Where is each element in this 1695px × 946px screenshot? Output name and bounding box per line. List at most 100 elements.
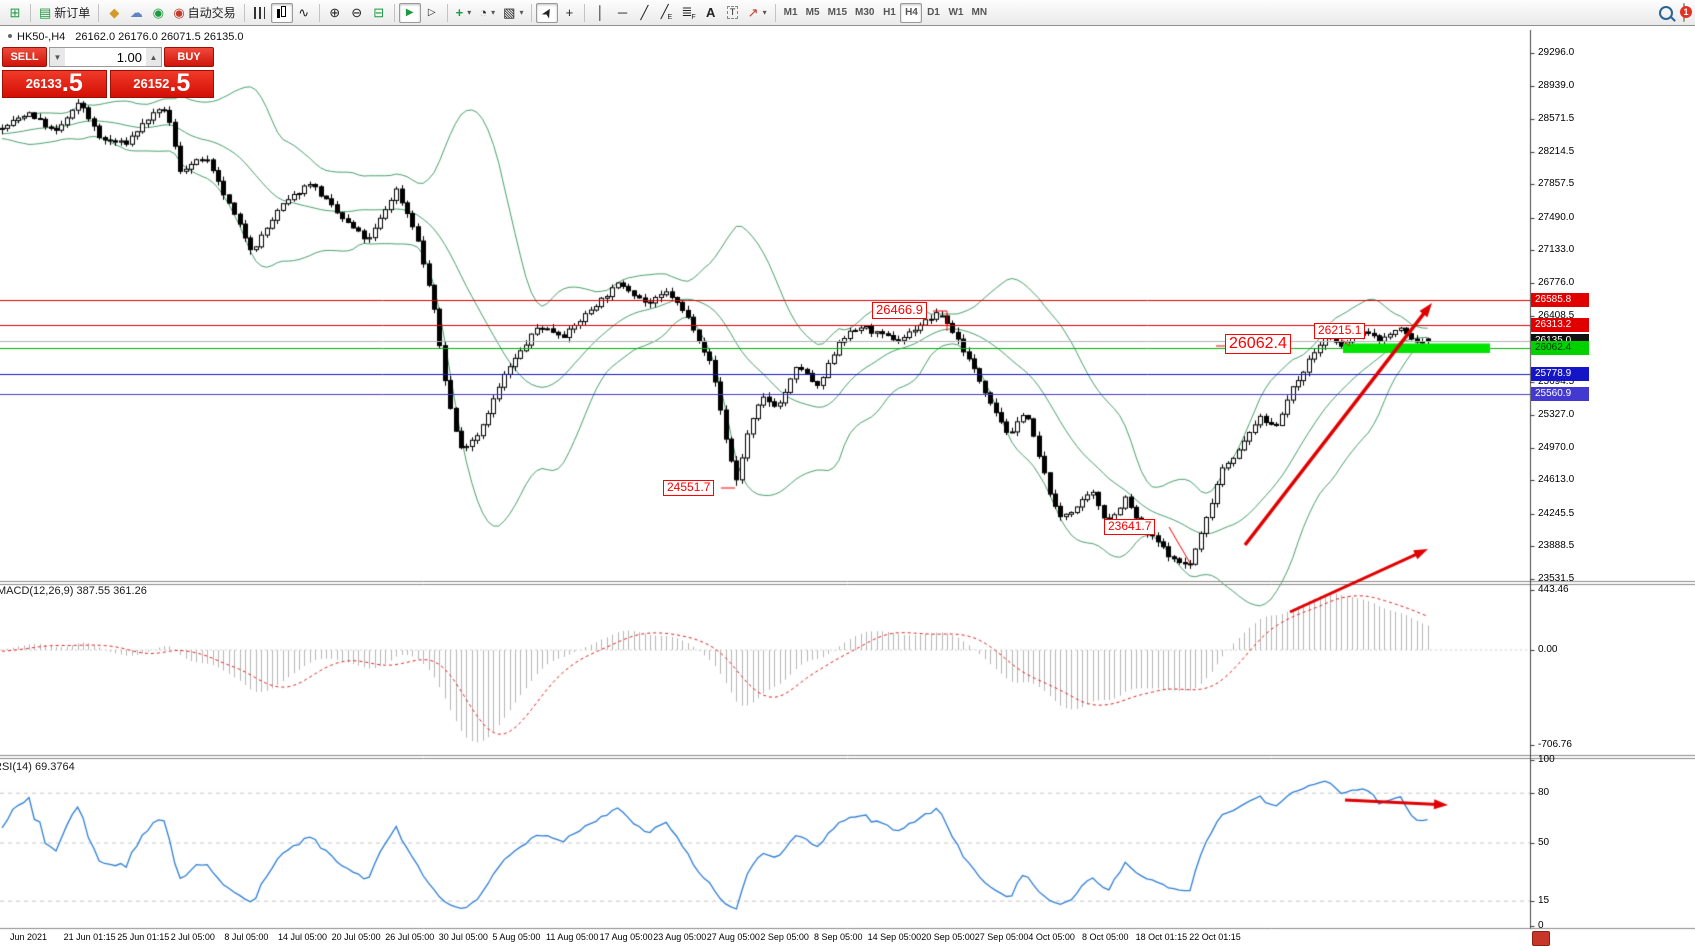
vertical-line-button[interactable]: │ — [589, 3, 611, 23]
chevron-down-icon: ▾ — [762, 8, 767, 17]
time-axis-label: 25 Jun 01:15 — [117, 932, 170, 942]
line-icon: ∿ — [298, 4, 310, 20]
time-axis-label: 11 Aug 05:00 — [546, 932, 599, 942]
candle-chart-button[interactable] — [270, 2, 293, 23]
new-chart-button[interactable]: ⊞ — [4, 3, 26, 23]
label-button[interactable]: T — [722, 3, 744, 23]
toolbar-separator — [243, 3, 245, 22]
toolbar-right: 1 — [1659, 2, 1692, 22]
periods-button[interactable]: ◔ ▾ — [475, 3, 499, 23]
candles-icon — [276, 6, 288, 19]
buy-price-frac: .5 — [169, 69, 191, 97]
timeframe-h1-button[interactable]: H1 — [878, 3, 900, 23]
profile-button[interactable]: ☁ — [125, 3, 147, 23]
sell-button[interactable]: SELL — [2, 47, 47, 67]
fibonacci-button[interactable]: ≣F — [677, 3, 699, 23]
line-chart-button[interactable]: ∿ — [293, 3, 315, 23]
toolbar-separator — [318, 3, 320, 22]
macd-indicator-label: MACD(12,26,9) 387.55 361.26 — [0, 585, 147, 597]
chevron-down-icon: ▾ — [519, 8, 524, 17]
axis-corner-marker-icon[interactable] — [1532, 931, 1550, 946]
periods-icon: ◔ — [479, 5, 488, 20]
indicators-button[interactable]: + ▾ — [452, 3, 476, 23]
price-axis-tick: 28939.0 — [1538, 79, 1575, 91]
chart-shift-button[interactable]: ▷ — [421, 3, 443, 23]
toolbar-separator — [774, 3, 776, 22]
time-axis-label: 8 Sep 05:00 — [814, 932, 863, 942]
time-axis-label: 23 Aug 05:00 — [653, 932, 707, 942]
channel-button[interactable]: ╱E — [655, 3, 677, 23]
chevron-down-icon: ▾ — [491, 8, 496, 17]
rsi-axis-tick: 100 — [1538, 754, 1555, 765]
signal-button[interactable]: ◉ — [147, 3, 169, 23]
notification-badge: 1 — [1680, 5, 1692, 18]
trendline-button[interactable]: ╱ — [633, 3, 655, 23]
zoom-out-icon: ⊖ — [351, 4, 363, 20]
trend-icon: ╱ — [640, 4, 649, 20]
price-axis-tick: 24613.0 — [1538, 474, 1575, 486]
rsi-indicator-label: RSI(14) 69.3764 — [0, 761, 75, 773]
templates-icon: ▧ — [503, 4, 516, 20]
buy-price-int: 26152 — [133, 76, 170, 91]
tile-windows-button[interactable]: ⊟ — [368, 3, 390, 23]
time-axis-label: 22 Oct 01:15 — [1189, 932, 1241, 942]
chart-canvas[interactable] — [0, 26, 1695, 946]
volume-decrease-button[interactable]: ▼ — [50, 48, 65, 66]
shapes-button[interactable]: ↗ ▾ — [744, 3, 771, 23]
rsi-axis-tick: 80 — [1538, 787, 1550, 799]
price-axis-tick: 27857.5 — [1538, 178, 1575, 190]
tile-icon: ⊟ — [373, 4, 385, 20]
price-axis-tick: 23531.5 — [1538, 572, 1575, 584]
sell-price-display[interactable]: 26133.5 — [2, 70, 107, 98]
new-order-button-label: 新订单 — [54, 6, 91, 20]
auto-scroll-button[interactable]: ▶ — [398, 2, 421, 23]
search-icon[interactable] — [1659, 5, 1673, 20]
timeframe-w1-button[interactable]: W1 — [944, 3, 967, 23]
buy-price-display[interactable]: 26152.5 — [109, 69, 214, 98]
timeframe-h4-button[interactable]: H4 — [900, 2, 923, 23]
label-icon: T — [726, 6, 739, 19]
one-click-trading-panel: SELL ▼ ▲ BUY 26133.5 26152.5 — [2, 47, 214, 98]
sell-price-frac: .5 — [61, 69, 83, 97]
timeframe-mn-button[interactable]: MN — [967, 3, 991, 23]
timeframe-m1-button[interactable]: M1 — [780, 3, 802, 23]
volume-increase-button[interactable]: ▲ — [146, 48, 161, 66]
price-callout-label: 24551.7 — [663, 480, 715, 496]
bar-chart-button[interactable] — [249, 3, 271, 23]
chevron-down-icon: ▾ — [467, 8, 472, 17]
text-button[interactable]: A — [700, 3, 722, 23]
price-axis-badge: 26062.4 — [1531, 341, 1589, 356]
symbol-name: HK50-,H4 — [17, 31, 66, 43]
chevron-down-icon: ▼ — [53, 52, 62, 62]
horizontal-line-button[interactable]: ─ — [611, 3, 633, 23]
new-order-button[interactable]: ▤ 新订单 — [35, 3, 94, 23]
time-axis-label: 18 Oct 01:15 — [1135, 932, 1188, 942]
timeframe-m30-button[interactable]: M30 — [851, 3, 878, 23]
volume-input[interactable] — [65, 48, 146, 66]
timeframe-d1-button[interactable]: D1 — [922, 3, 944, 23]
timeframe-m15-button[interactable]: M15 — [824, 3, 851, 23]
time-axis-label: 26 Jul 05:00 — [385, 932, 435, 942]
notifications-button[interactable]: 1 — [1680, 2, 1692, 22]
cursor-button[interactable]: ➤ — [536, 2, 559, 23]
autoscroll-icon: ▶ — [405, 7, 414, 18]
price-axis-tick: 23888.5 — [1538, 540, 1575, 552]
zoom-out-button[interactable]: ⊖ — [346, 3, 368, 23]
shift-icon: ▷ — [427, 7, 436, 18]
toolbar-separator — [30, 3, 31, 22]
templates-button[interactable]: ▧ ▾ — [499, 3, 527, 23]
hline-icon: ─ — [617, 5, 628, 20]
buy-button[interactable]: BUY — [164, 47, 214, 67]
autotrading-button[interactable]: ◉ 自动交易 — [169, 3, 239, 23]
signal-icon: ◉ — [152, 4, 164, 20]
compass-button[interactable]: ◆ — [103, 3, 125, 23]
time-axis-label: 17 Aug 05:00 — [599, 932, 653, 942]
price-callout-label: 26466.9 — [872, 302, 927, 319]
time-axis-label: 4 Oct 05:00 — [1028, 932, 1075, 942]
crosshair-button[interactable]: + — [558, 3, 580, 23]
timeframe-m5-button[interactable]: M5 — [802, 3, 824, 23]
price-axis-badge: 26313.2 — [1531, 318, 1589, 333]
price-axis-badge: 25560.9 — [1531, 386, 1589, 401]
zoom-in-button[interactable]: ⊕ — [324, 3, 346, 23]
